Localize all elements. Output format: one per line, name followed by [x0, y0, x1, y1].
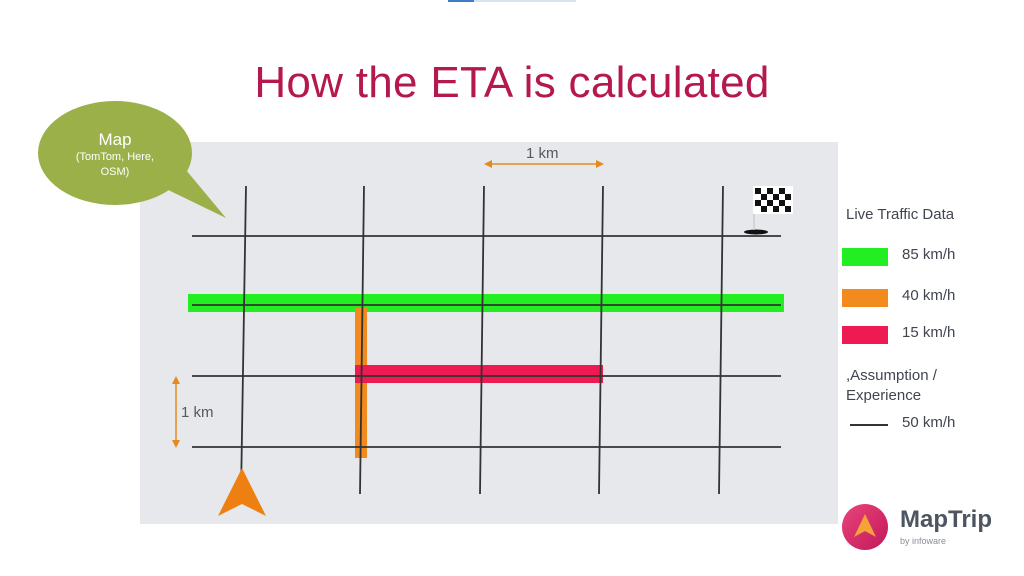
horizontal-scale-label: 1 km	[526, 145, 559, 162]
legend-label: 15 km/h	[902, 324, 956, 341]
maptrip-logo-icon	[842, 504, 888, 550]
progress-indicator	[448, 0, 576, 2]
traffic-segment-85	[188, 294, 784, 312]
legend-item: 40 km/h	[842, 285, 1021, 309]
assumption-label: ,Assumption / Experience	[846, 367, 937, 404]
map-source-bubble	[38, 101, 226, 218]
legend-label: 85 km/h	[902, 246, 956, 263]
horizontal-roads	[192, 235, 781, 448]
assumption-speed: 50 km/h	[902, 414, 956, 431]
road-v4	[598, 185, 604, 495]
legend-item-assumption: 50 km/h	[846, 412, 1021, 436]
vertical-scale-label: 1 km	[181, 404, 214, 421]
bubble-title: Map	[98, 130, 132, 149]
road-v2	[359, 185, 365, 495]
legend-line-swatch	[850, 424, 888, 426]
logo-tagline: by infoware	[900, 536, 947, 546]
navigation-arrow-icon	[218, 468, 266, 516]
horizontal-scale-arrow	[484, 160, 604, 168]
vertical-scale-arrow	[172, 376, 180, 448]
legend-item: 85 km/h	[842, 244, 1021, 268]
road-v5	[718, 185, 724, 495]
legend-title: Live Traffic Data	[846, 206, 955, 223]
legend-swatch-green	[842, 248, 888, 266]
logo-name: MapTrip	[900, 506, 993, 533]
maptrip-logo: MapTrip by infoware	[842, 502, 1002, 554]
legend-swatch-orange	[842, 289, 888, 307]
legend-label: 40 km/h	[902, 287, 956, 304]
vertical-roads	[240, 185, 724, 495]
slide-title: How the ETA is calculated	[254, 58, 770, 107]
road-v1	[240, 185, 247, 495]
legend-item: 15 km/h	[842, 322, 1021, 346]
checkered-flag-icon	[744, 186, 793, 235]
legend-swatch-red	[842, 326, 888, 344]
bubble-subtitle: (TomTom, Here, OSM)	[75, 151, 155, 178]
traffic-segment-15	[355, 365, 603, 383]
road-v3	[479, 185, 485, 495]
bubble-text: Map (TomTom, Here, OSM)	[40, 130, 190, 180]
